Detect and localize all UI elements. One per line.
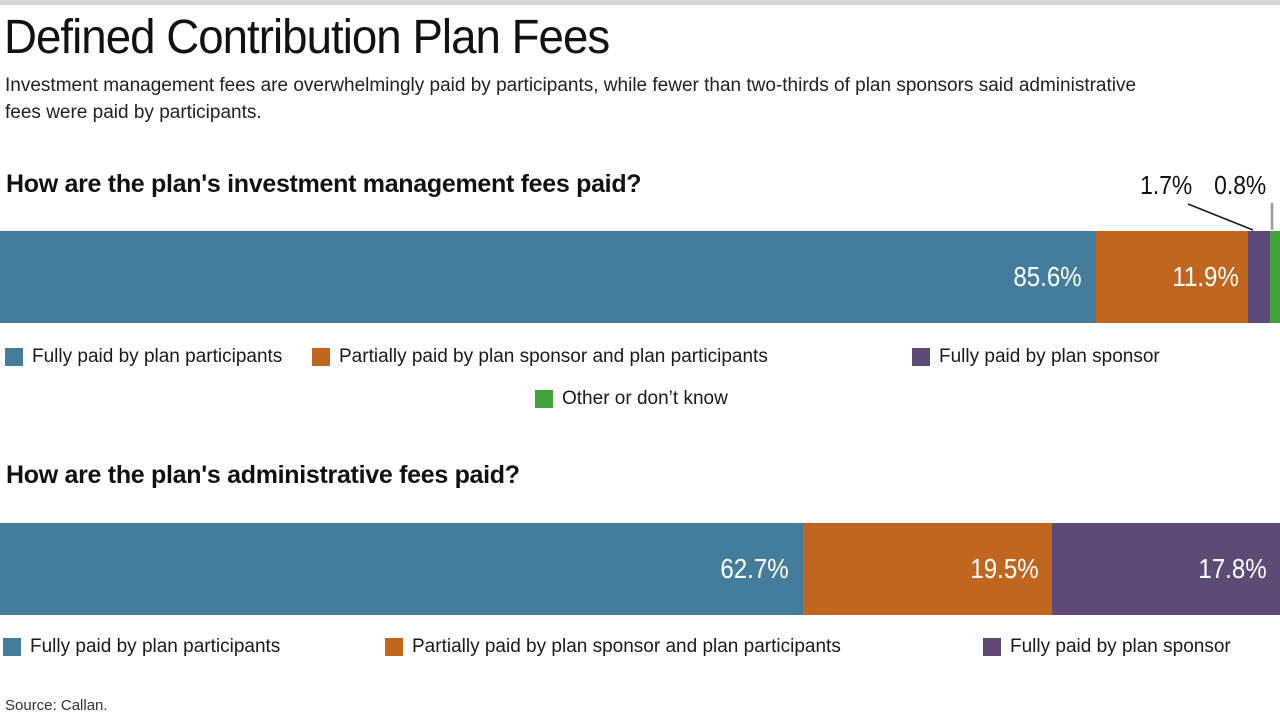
legend-label: Fully paid by plan sponsor <box>939 346 1160 367</box>
legend-label: Fully paid by plan sponsor <box>1010 636 1231 657</box>
chart2-legend-fully-participants: Fully paid by plan participants <box>3 636 281 657</box>
chart2-segment-fully-sponsor: 17.8% <box>1052 523 1280 615</box>
chart1-segment-fully-participants: 85.6% <box>0 231 1096 323</box>
swatch-fully-participants <box>3 638 21 656</box>
chart2-legend-partially-both: Partially paid by plan sponsor and plan … <box>385 636 841 657</box>
swatch-fully-sponsor <box>983 638 1001 656</box>
source-note: Source: Callan. <box>5 697 108 714</box>
chart2-segment-partially-both: 19.5% <box>802 523 1053 615</box>
chart2-legend-fully-sponsor: Fully paid by plan sponsor <box>983 636 1231 657</box>
legend-label: Fully paid by plan participants <box>32 346 283 367</box>
chart1-value-partially-both: 11.9% <box>1172 261 1239 292</box>
chart2-stacked-bar: 62.7% 19.5% 17.8% <box>0 523 1280 615</box>
swatch-other <box>535 390 553 408</box>
legend-label: Other or don’t know <box>562 388 728 409</box>
chart1-value-fully-participants: 85.6% <box>1013 261 1082 292</box>
chart1-segment-other <box>1269 231 1280 323</box>
chart2-segment-fully-participants: 62.7% <box>0 523 803 615</box>
chart2-value-fully-sponsor: 17.8% <box>1197 553 1267 584</box>
page-subtitle: Investment management fees are overwhelm… <box>5 75 1137 123</box>
chart1-callout-other-value: 0.8% <box>1213 170 1266 200</box>
callout-leader-lines <box>1187 203 1274 231</box>
chart1-legend-partially-both: Partially paid by plan sponsor and plan … <box>312 346 768 367</box>
legend-label: Fully paid by plan participants <box>30 636 281 657</box>
swatch-fully-sponsor <box>912 348 930 366</box>
chart1-segment-fully-sponsor <box>1248 231 1270 323</box>
chart1-callout-sponsor-value: 1.7% <box>1139 170 1192 200</box>
swatch-partially-both <box>312 348 330 366</box>
chart1-segment-partially-both: 11.9% <box>1095 231 1248 323</box>
chart2-value-partially-both: 19.5% <box>970 553 1039 584</box>
legend-label: Partially paid by plan sponsor and plan … <box>339 346 768 367</box>
chart1-legend-other: Other or don’t know <box>535 388 728 409</box>
legend-label: Partially paid by plan sponsor and plan … <box>412 636 841 657</box>
chart1-stacked-bar: 85.6% 11.9% <box>0 231 1280 323</box>
swatch-partially-both <box>385 638 403 656</box>
chart2-question: How are the plan's administrative fees p… <box>6 461 520 489</box>
leader-line-sponsor <box>1187 203 1254 231</box>
chart1-question: How are the plan's investment management… <box>6 170 642 198</box>
swatch-fully-participants <box>5 348 23 366</box>
page-title: Defined Contribution Plan Fees <box>4 11 610 64</box>
chart1-legend-fully-sponsor: Fully paid by plan sponsor <box>912 346 1160 367</box>
top-border-bar <box>0 0 1280 5</box>
chart2-value-fully-participants: 62.7% <box>720 553 789 584</box>
chart1-legend-fully-participants: Fully paid by plan participants <box>5 346 283 367</box>
